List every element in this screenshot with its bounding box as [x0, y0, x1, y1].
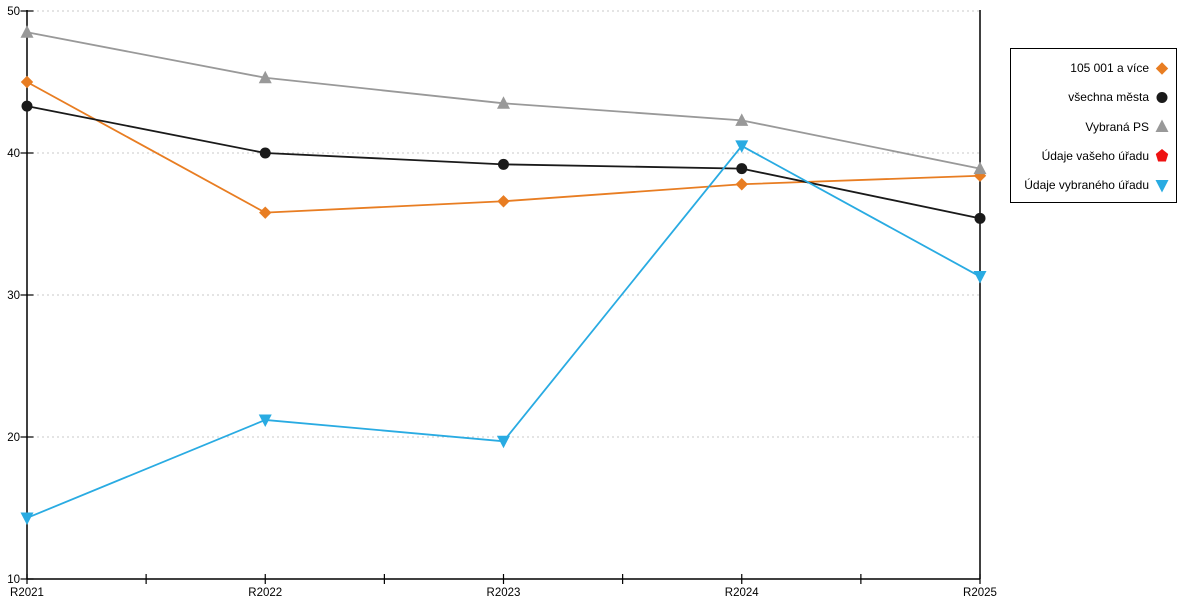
legend: 105 001 a více všechna města Vybraná PS Úda…	[1010, 48, 1177, 203]
triangle-down-marker-icon	[973, 271, 987, 284]
legend-diamond-icon	[1155, 61, 1169, 75]
legend-circle-icon	[1156, 91, 1168, 103]
y-tick-label: 40	[7, 148, 20, 160]
x-tick-label: R2023	[487, 587, 521, 599]
legend-item: Údaje vašeho úřadu	[1011, 145, 1176, 167]
legend-label: Vybraná PS	[1085, 119, 1149, 134]
circle-marker-icon	[974, 212, 986, 224]
legend-label: 105 001 a více	[1070, 61, 1149, 75]
legend-item: 105 001 a více	[1011, 57, 1176, 79]
triangle-down-marker-icon	[1155, 179, 1169, 192]
circle-marker-icon	[21, 100, 33, 112]
diamond-marker-icon	[497, 195, 510, 208]
diamond-marker-icon	[20, 75, 34, 89]
triangle-up-marker-icon	[497, 96, 510, 109]
pentagon-marker-icon	[1155, 149, 1169, 162]
legend-label: všechna města	[1068, 90, 1149, 105]
triangle-down-marker-icon	[20, 512, 34, 525]
y-tick-label: 20	[7, 432, 20, 444]
triangle-down-marker-icon	[497, 435, 510, 449]
x-tick-label: R2022	[248, 587, 282, 599]
triangle-up-marker-icon	[258, 70, 272, 84]
triangle-down-marker-icon	[735, 140, 749, 153]
legend-triangle-up-icon	[1155, 119, 1169, 132]
triangle-down-marker-icon	[258, 414, 272, 427]
circle-marker-icon	[498, 158, 509, 170]
x-tick-label: R2021	[10, 587, 44, 599]
x-tick-label: R2024	[725, 587, 759, 599]
y-tick-label: 30	[7, 290, 20, 302]
diamond-marker-icon	[259, 206, 272, 219]
legend-pentagon-icon	[1155, 149, 1169, 162]
circle-marker-icon	[736, 163, 748, 175]
legend-label: Údaje vašeho úřadu	[1041, 148, 1149, 163]
x-tick-label: R2025	[963, 587, 997, 599]
legend-item: Údaje vybraného úřadu	[1011, 174, 1176, 196]
legend-item: všechna města	[1011, 86, 1176, 108]
legend-item: Vybraná PS	[1011, 116, 1176, 138]
triangle-up-marker-icon	[973, 161, 987, 175]
triangle-up-marker-icon	[20, 25, 34, 38]
y-tick-label: 10	[7, 574, 20, 586]
legend-label: Údaje vybraného úřadu	[1024, 178, 1149, 192]
y-tick-label: 50	[7, 6, 20, 18]
circle-marker-icon	[259, 147, 271, 159]
legend-triangle-down-icon	[1155, 179, 1169, 192]
triangle-up-marker-icon	[1155, 119, 1169, 132]
triangle-up-marker-icon	[735, 113, 749, 126]
diamond-marker-icon	[1155, 61, 1169, 75]
diamond-marker-icon	[735, 178, 748, 191]
circle-marker-icon	[1156, 91, 1168, 103]
